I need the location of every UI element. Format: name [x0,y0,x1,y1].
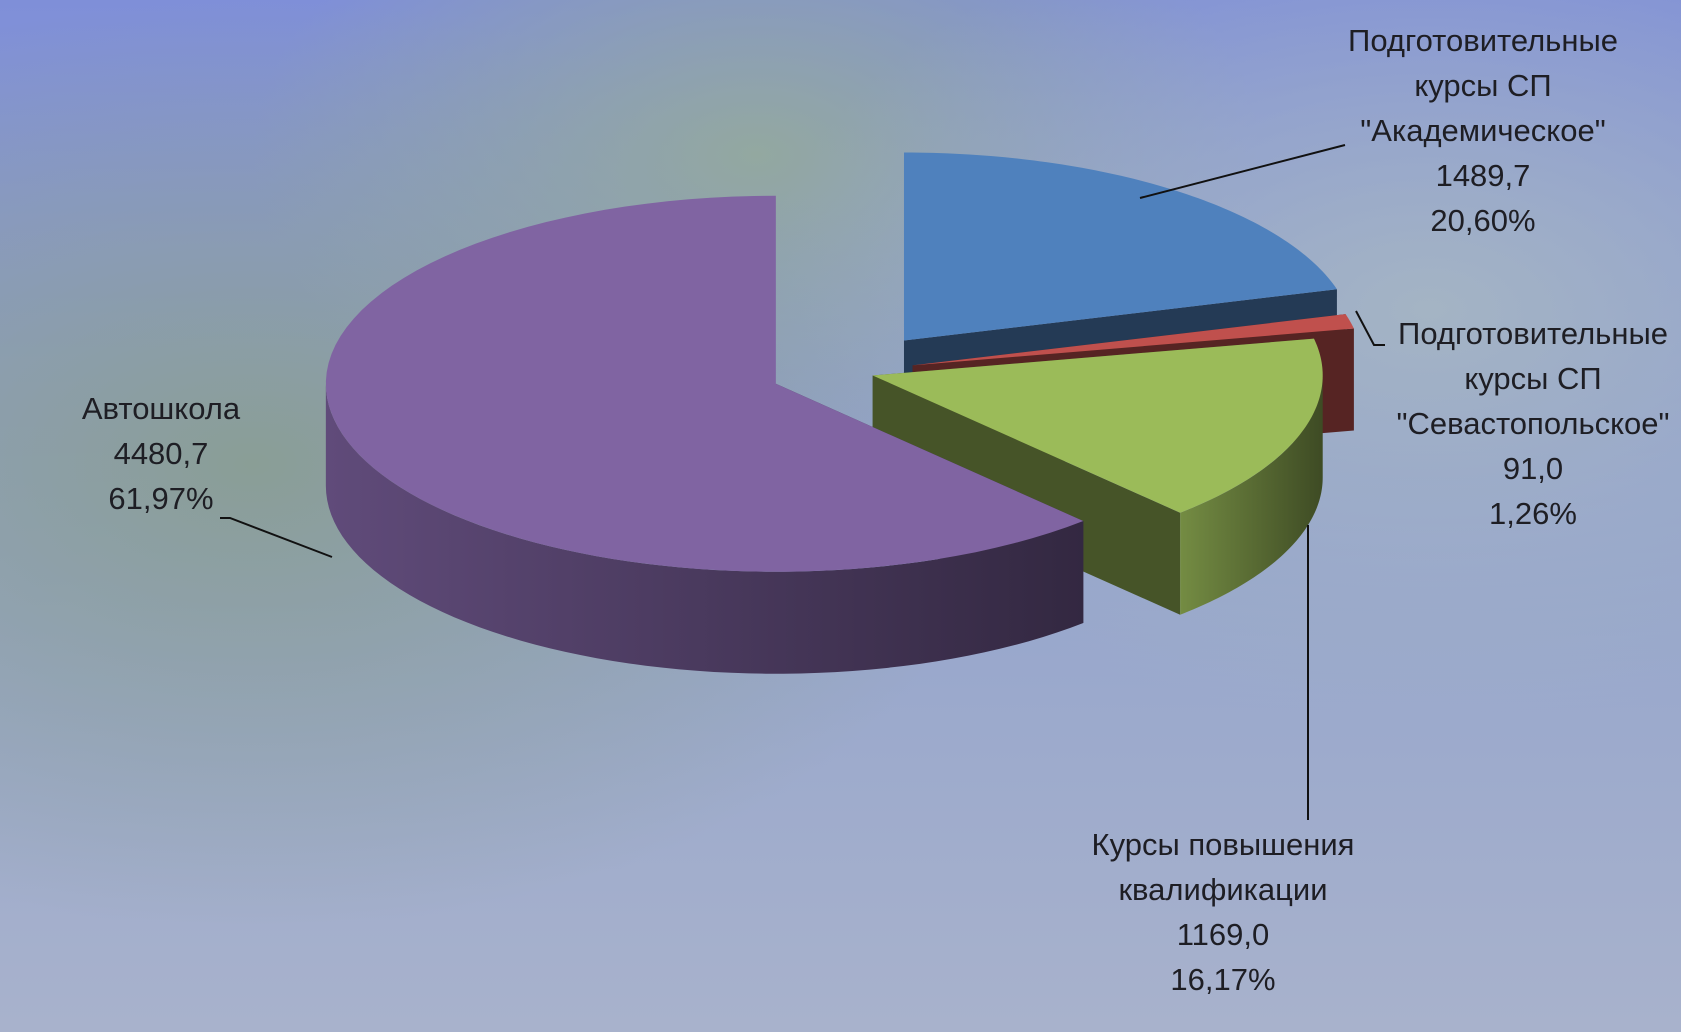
leader-line [1139,144,1346,199]
slice [872,338,1323,513]
leader-line [1355,310,1385,346]
percent-label: 61,97% [108,481,213,516]
slice-label: "Севастопольское" [1396,406,1669,441]
slice [912,314,1354,366]
slice [325,195,1084,572]
slice-label: Подготовительные [1348,23,1618,58]
slice-side [325,383,1084,674]
slice-label: курсы СП [1464,361,1601,396]
slice [903,152,1337,341]
value-label: 91,0 [1503,451,1563,486]
slice-label: Автошкола [82,391,241,426]
slice-side [1180,375,1323,615]
slice-label: "Академическое" [1360,113,1605,148]
slice-label: Подготовительные [1398,316,1668,351]
percent-label: 20,60% [1430,203,1535,238]
slice-label: квалификации [1118,872,1327,907]
value-label: 1169,0 [1177,917,1270,952]
pie-tops [325,152,1354,572]
slice-cut-face [872,375,1181,615]
slice-label: Курсы повышения [1092,827,1355,862]
value-label: 4480,7 [114,436,209,471]
labels: Подготовительные курсы СП "Академическое" 1… [82,23,1670,997]
percent-label: 16,17% [1170,962,1275,997]
slice-label: курсы СП [1414,68,1551,103]
pie [325,152,1354,674]
percent-label: 1,26% [1489,496,1577,531]
value-label: 1489,7 [1436,158,1531,193]
leader-line [220,517,333,558]
